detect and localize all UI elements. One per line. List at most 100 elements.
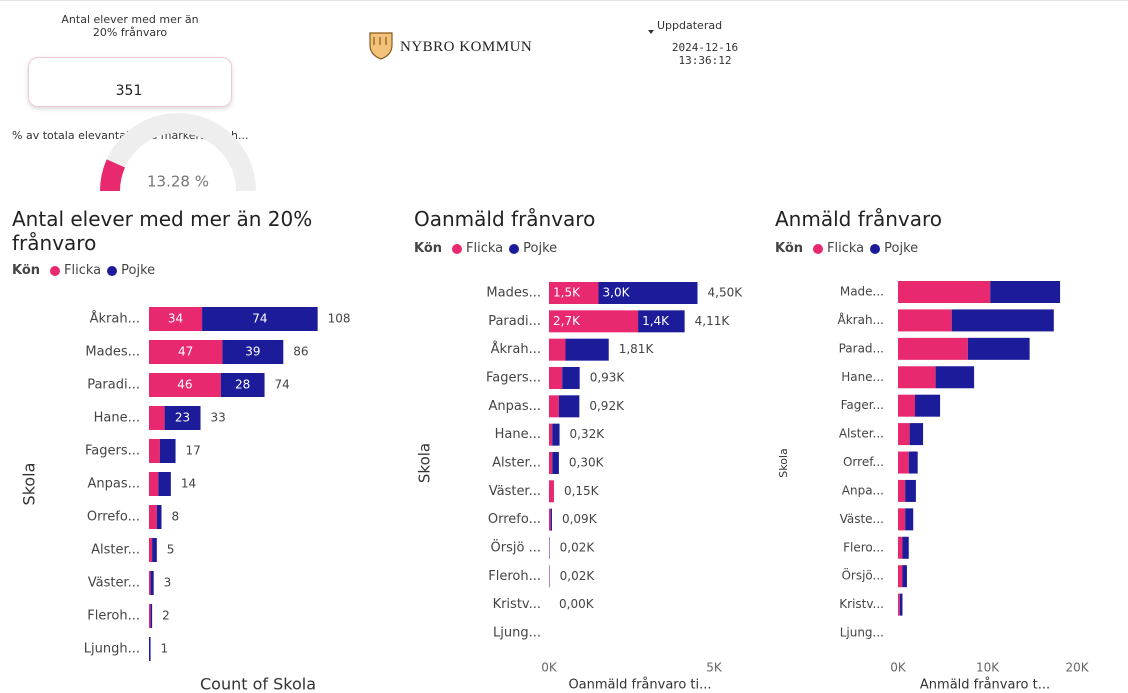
legend-label: Pojke <box>884 241 919 256</box>
segment-label: 28 <box>235 378 250 392</box>
bar-segment <box>990 281 1061 303</box>
bar-segment <box>149 439 160 463</box>
category-label: Fleroh... <box>87 609 140 624</box>
segment-label: 1,5K <box>553 286 581 300</box>
bar-segment <box>549 338 566 361</box>
bar-segment <box>598 282 698 304</box>
logo-shield <box>369 32 393 60</box>
category-label: Ljung... <box>493 625 541 640</box>
bar-segment <box>150 571 154 595</box>
bar-segment <box>898 593 900 616</box>
category-label: Mades... <box>85 345 140 360</box>
bar-segment <box>908 451 918 474</box>
category-label: Fagers... <box>486 370 541 385</box>
gauge-fill <box>100 159 125 191</box>
segment-label: 46 <box>177 378 192 392</box>
x-axis-label: Oanmäld frånvaro ti... <box>568 678 711 693</box>
kpi-card <box>28 57 232 107</box>
dropdown-arrow <box>648 30 654 34</box>
bar-segment <box>549 451 553 474</box>
bar-segment <box>905 479 916 502</box>
total-label: 2 <box>162 609 170 623</box>
category-label: Örsjö ... <box>491 538 541 555</box>
category-label: Hane... <box>495 427 541 442</box>
bar-segment <box>149 571 151 595</box>
bar-segment <box>898 394 916 417</box>
total-label: 17 <box>186 444 201 458</box>
legend-title: Kön <box>414 241 443 256</box>
category-label: Kristv... <box>839 597 884 611</box>
total-label: 4,50K <box>708 286 744 300</box>
bar-segment <box>898 508 906 531</box>
segment-label: 3,0K <box>603 286 631 300</box>
bar-segment <box>898 337 968 360</box>
bar-segment <box>158 472 171 496</box>
total-label: 33 <box>211 411 226 425</box>
bar-segment <box>898 451 909 474</box>
category-label: Hane... <box>94 411 140 426</box>
segment-label: 47 <box>178 345 193 359</box>
total-label: 3 <box>164 576 172 590</box>
bar-segment <box>909 423 924 446</box>
y-axis-label: Skola <box>20 463 39 506</box>
kpi-value: 351 <box>115 83 143 99</box>
bar-segment <box>150 604 153 628</box>
x-tick-label: 0K <box>541 661 558 675</box>
category-label: Anpas... <box>87 477 140 492</box>
bar-segment <box>149 505 157 529</box>
y-axis-label: Skola <box>416 443 434 483</box>
bar-segment <box>549 480 554 503</box>
total-label: 14 <box>181 477 196 491</box>
legend-label: Flicka <box>827 241 865 256</box>
total-label: 4,11K <box>695 314 731 328</box>
bar-segment <box>152 538 157 562</box>
total-label: 0,93K <box>590 370 626 384</box>
total-label: 0,02K <box>560 540 596 554</box>
total-label: 0,32K <box>570 427 606 441</box>
category-label: Paradi... <box>488 314 541 329</box>
bar-segment <box>558 395 580 418</box>
bar-segment <box>220 373 265 397</box>
category-label: Väster... <box>88 576 140 591</box>
total-label: 86 <box>293 345 308 359</box>
bar-segment <box>915 394 941 417</box>
bar-segment <box>149 340 223 364</box>
category-label: Åkrah... <box>838 312 885 327</box>
segment-label: 1,4K <box>642 314 670 328</box>
bar-segment <box>898 309 952 332</box>
bar-segment <box>202 307 318 331</box>
x-axis-label: Count of Skola <box>200 675 316 693</box>
logo-detail <box>373 37 387 45</box>
category-label: Anpas... <box>488 399 541 414</box>
bar-segment <box>550 508 552 531</box>
category-label: Ljungh... <box>84 642 140 657</box>
legend-title: Kön <box>775 241 804 256</box>
category-label: Anpa... <box>842 483 884 497</box>
legend: Kön Flicka Pojke <box>12 263 157 278</box>
chart-title: Oanmäld frånvaro <box>414 207 596 231</box>
category-label: Paradi... <box>87 378 140 393</box>
logo-text: NYBRO KOMMUN <box>400 39 533 55</box>
bar-segment <box>164 406 201 430</box>
bar-segment <box>562 366 580 389</box>
total-label: 8 <box>171 510 179 524</box>
legend-swatch <box>813 243 824 254</box>
legend-label: Pojke <box>523 241 558 256</box>
total-label: 1,81K <box>619 342 655 356</box>
total-label: 0,30K <box>569 455 605 469</box>
bar-segment <box>549 310 639 333</box>
legend-swatch <box>452 243 463 254</box>
bar-segment <box>549 282 599 304</box>
legend-swatch <box>107 265 118 276</box>
updated-label: Uppdaterad <box>657 19 723 32</box>
bar-segment <box>549 395 559 418</box>
segment-label: 34 <box>168 312 183 326</box>
category-label: Alster... <box>839 427 884 441</box>
category-label: Parad... <box>839 341 884 355</box>
total-label: 74 <box>275 378 290 392</box>
category-label: Åkrah... <box>90 311 140 327</box>
bar-segment <box>935 366 975 389</box>
legend-label: Flicka <box>64 263 102 278</box>
total-label: 5 <box>167 543 175 557</box>
